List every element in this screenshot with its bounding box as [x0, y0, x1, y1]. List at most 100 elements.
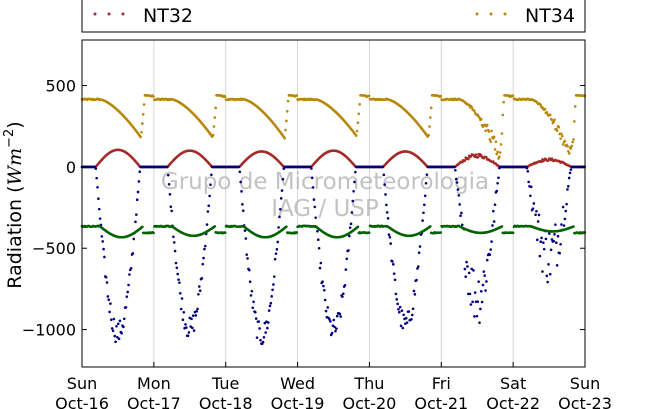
point-shortwave-out — [131, 252, 135, 255]
point-nt34 — [354, 134, 358, 137]
point-nt34 — [429, 116, 432, 119]
series-shortwave-out — [80, 165, 587, 346]
point-shortwave-out — [397, 307, 400, 311]
point-shortwave-out — [353, 180, 356, 184]
point-shortwave-out — [455, 181, 459, 184]
point-shortwave-out — [125, 295, 129, 299]
point-shortwave-out — [565, 202, 568, 206]
x-tick-day-3: Wed — [280, 374, 315, 393]
point-shortwave-out — [179, 307, 183, 311]
point-shortwave-out — [254, 317, 258, 320]
point-nt34 — [501, 113, 505, 117]
point-nt34 — [479, 117, 483, 121]
point-shortwave-out — [263, 321, 267, 325]
point-shortwave-out — [264, 331, 267, 334]
point-shortwave-out — [181, 318, 185, 321]
point-shortwave-out — [385, 203, 388, 207]
point-shortwave-out — [424, 181, 428, 185]
point-shortwave-out — [113, 334, 117, 338]
point-longwave-net — [511, 231, 515, 235]
point-shortwave-out — [341, 292, 345, 296]
grid-lines — [153, 40, 514, 367]
point-shortwave-out — [120, 331, 123, 335]
point-shortwave-out — [112, 317, 116, 321]
point-shortwave-out — [116, 335, 119, 339]
point-shortwave-out — [563, 217, 567, 221]
point-nt34 — [357, 112, 361, 116]
point-shortwave-out — [210, 173, 213, 177]
point-nt34 — [563, 139, 567, 143]
plot-frame — [81, 39, 586, 368]
point-shortwave-out — [281, 177, 285, 181]
point-shortwave-out — [482, 270, 486, 273]
y-axis-label-open: ( — [4, 185, 26, 192]
point-shortwave-out — [115, 324, 118, 328]
point-shortwave-out — [276, 240, 280, 244]
point-shortwave-out — [552, 239, 555, 243]
point-nt34 — [484, 129, 487, 133]
point-shortwave-out — [202, 256, 205, 260]
point-nt34 — [285, 110, 289, 113]
point-shortwave-out — [204, 244, 207, 248]
point-nt34 — [356, 121, 360, 124]
point-shortwave-out — [180, 297, 184, 300]
point-shortwave-out — [197, 285, 201, 288]
point-shortwave-out — [416, 265, 420, 268]
point-shortwave-out — [545, 274, 549, 278]
point-shortwave-out — [257, 320, 261, 323]
point-shortwave-out — [549, 248, 553, 252]
point-shortwave-out — [105, 281, 109, 284]
x-tick-date-0: Oct-16 — [55, 394, 109, 409]
x-tick-day-5: Fri — [432, 374, 451, 393]
point-shortwave-out — [177, 278, 180, 281]
point-shortwave-out — [311, 186, 315, 189]
point-shortwave-out — [195, 309, 198, 313]
point-shortwave-out — [194, 314, 198, 317]
point-nt34 — [139, 135, 142, 139]
point-shortwave-out — [323, 288, 326, 292]
point-shortwave-out — [279, 208, 282, 211]
y-tick-label-2: −500 — [32, 239, 76, 258]
point-nt34 — [567, 149, 570, 153]
point-shortwave-out — [554, 223, 557, 226]
x-tick-day-2: Tue — [211, 374, 239, 393]
point-nt34 — [496, 150, 499, 154]
point-shortwave-out — [248, 280, 252, 284]
point-shortwave-out — [459, 214, 462, 218]
point-shortwave-out — [564, 209, 568, 213]
point-shortwave-out — [535, 238, 539, 242]
point-shortwave-out — [203, 247, 206, 251]
point-shortwave-out — [555, 264, 559, 267]
point-shortwave-out — [205, 223, 209, 226]
point-nt34 — [489, 140, 493, 143]
point-nt34 — [427, 133, 430, 137]
point-longwave-net — [141, 225, 144, 229]
point-nt34 — [492, 135, 496, 139]
point-shortwave-out — [413, 293, 417, 296]
point-shortwave-out — [383, 183, 386, 186]
point-shortwave-out — [525, 166, 529, 170]
point-shortwave-out — [114, 340, 117, 344]
point-shortwave-out — [477, 280, 480, 283]
point-shortwave-out — [330, 331, 334, 335]
point-nt34 — [555, 129, 559, 132]
point-shortwave-out — [410, 313, 414, 317]
point-shortwave-out — [470, 267, 474, 271]
point-shortwave-out — [313, 205, 317, 209]
point-shortwave-out — [344, 268, 348, 271]
point-shortwave-out — [273, 257, 277, 261]
legend-frame — [81, 0, 586, 33]
point-shortwave-out — [250, 289, 254, 293]
point-shortwave-out — [266, 326, 269, 330]
series-layer — [80, 94, 587, 346]
point-longwave-net — [295, 231, 299, 234]
point-nt34 — [500, 132, 504, 135]
point-shortwave-out — [124, 305, 128, 309]
point-shortwave-out — [328, 318, 331, 321]
point-shortwave-out — [542, 241, 545, 244]
x-tick-date-2: Oct-18 — [199, 394, 253, 409]
point-longwave-net — [213, 225, 217, 228]
point-shortwave-out — [135, 213, 138, 216]
point-shortwave-out — [266, 321, 270, 324]
